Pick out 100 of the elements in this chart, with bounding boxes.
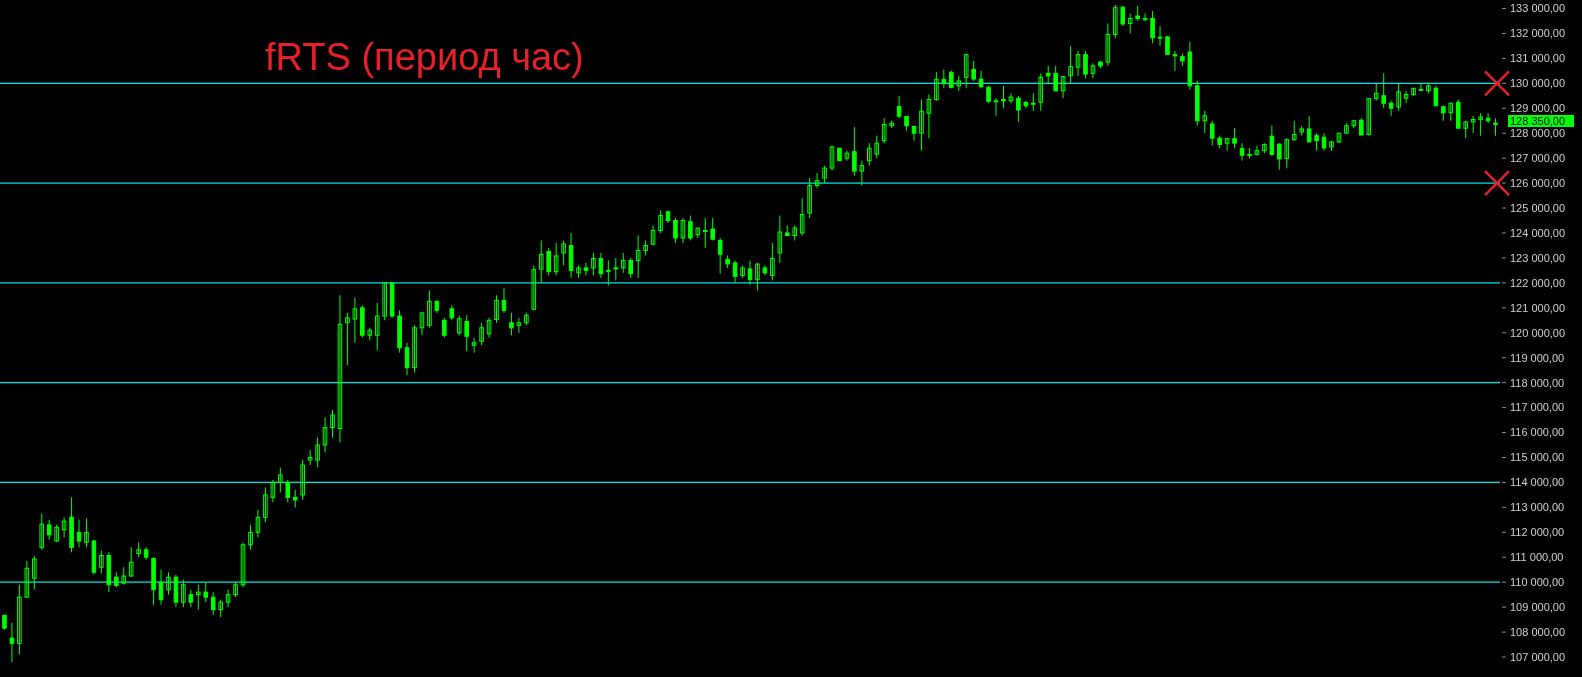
candlestick: [188, 589, 194, 608]
candlestick: [829, 145, 835, 172]
y-tick-label: 115 000,00: [1510, 451, 1565, 464]
candlestick: [1031, 92, 1036, 112]
y-tick-label: 122 000,00: [1510, 276, 1566, 289]
candlestick: [688, 215, 693, 241]
y-tick-label: 119 000,00: [1510, 351, 1565, 364]
candlestick: [606, 259, 611, 286]
y-tick-label: 127 000,00: [1510, 152, 1566, 164]
y-tick-label: 107 000,00: [1510, 650, 1566, 663]
candlestick: [84, 518, 89, 548]
candlestick: [46, 519, 52, 541]
y-tick-label: 129 000,00: [1510, 102, 1566, 115]
candlestick: [1172, 50, 1178, 72]
candlestick: [971, 60, 976, 82]
candlestick: [166, 571, 171, 596]
y-tick-label: 124 000,00: [1510, 226, 1566, 239]
candlestick: [1448, 102, 1454, 122]
candlestick: [1068, 45, 1073, 84]
candlestick: [867, 142, 872, 167]
candlestick: [770, 242, 775, 281]
candlestick: [1336, 132, 1342, 144]
candlestick: [24, 560, 30, 598]
candlestick: [330, 409, 335, 439]
candlestick: [32, 555, 37, 591]
candlestick: [546, 247, 551, 276]
candlestick: [1269, 125, 1275, 157]
candlestick: [501, 287, 507, 314]
candlestick: [1344, 122, 1349, 134]
candlestick: [919, 99, 924, 152]
candlestick: [777, 215, 783, 264]
candlestick: [412, 324, 417, 374]
y-tick-label: 121 000,00: [1510, 301, 1566, 314]
candlestick: [255, 509, 261, 538]
candlestick: [613, 257, 619, 281]
candlestick: [278, 466, 283, 493]
candlestick: [516, 317, 522, 334]
candlestick: [1008, 92, 1014, 104]
candlestick: [650, 225, 656, 246]
y-tick-label: 111 000,00: [1510, 551, 1564, 564]
candlestick: [1202, 110, 1208, 134]
candlestick: [248, 524, 253, 551]
candlestick: [732, 259, 738, 284]
candlestick: [1105, 22, 1111, 67]
candlestick: [61, 516, 67, 538]
candlestick: [799, 197, 805, 236]
candlestick: [1053, 65, 1058, 92]
candlestick: [934, 71, 939, 102]
candlestick: [926, 94, 932, 139]
text: fRTS (период час): [265, 36, 584, 78]
y-tick-label: 120 000,00: [1510, 326, 1566, 339]
candlestick: [531, 264, 537, 311]
candlestick: [1224, 137, 1230, 152]
candlestick: [628, 257, 633, 279]
y-tick-label: 118 000,00: [1510, 376, 1565, 389]
y-tick-label: 114 000,00: [1510, 476, 1565, 489]
candlestick: [1493, 117, 1498, 137]
candlestick: [561, 239, 566, 266]
candlestick: [1060, 75, 1066, 99]
candlestick: [1366, 97, 1372, 137]
candlestick: [1291, 120, 1297, 142]
candlestick: [1090, 62, 1096, 79]
y-tick-label: 109 000,00: [1510, 601, 1566, 613]
candlestick: [240, 541, 246, 588]
candlestick: [270, 479, 276, 503]
candlestick: [76, 519, 82, 548]
candlestick: [844, 150, 850, 162]
candlestick: [352, 297, 358, 344]
y-tick-label: 131 000,00: [1510, 52, 1566, 65]
candlestick: [196, 584, 201, 611]
candlestick: [978, 70, 984, 89]
candlestick: [1038, 72, 1044, 112]
y-tick-label: 116 000,00: [1510, 426, 1565, 439]
candlestick: [1239, 142, 1245, 162]
candlestick: [859, 160, 865, 187]
candlestick: [963, 52, 969, 89]
candlestick: [419, 312, 425, 336]
candlestick: [128, 546, 134, 578]
candlestick: [658, 210, 663, 234]
candlestick: [717, 237, 723, 275]
candlestick: [509, 312, 514, 336]
candlestick: [374, 302, 380, 351]
candlestick: [285, 479, 291, 503]
candlestick: [852, 126, 857, 177]
candlestick: [1001, 85, 1006, 109]
candlestick: [494, 294, 499, 324]
candlestick: [300, 459, 305, 501]
candlestick: [1351, 120, 1357, 129]
candlestick: [1209, 120, 1215, 147]
candlestick: [382, 282, 387, 321]
candlestick: [553, 242, 559, 276]
candlestick: [464, 314, 469, 352]
candlestick: [583, 262, 589, 276]
candlestick: [442, 317, 447, 339]
candlestick: [1127, 12, 1133, 34]
candlestick: [181, 579, 186, 608]
candlestick: [307, 449, 313, 466]
text: 128 350,00: [1510, 114, 1566, 127]
candlestick: [702, 217, 708, 249]
candlestick: [1381, 72, 1386, 109]
